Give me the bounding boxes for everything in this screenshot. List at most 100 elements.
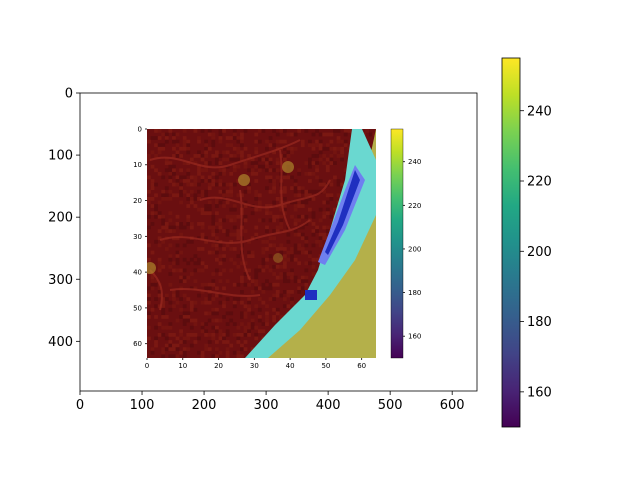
heatmap-cell [200,236,205,241]
heatmap-cell [232,168,237,173]
heatmap-cell [211,336,216,341]
heatmap-cell [265,164,269,169]
heatmap-cell [168,171,173,176]
heatmap-cell [243,200,248,205]
heatmap-cell [204,179,209,183]
heatmap-cell [154,315,158,319]
heatmap-cell [168,325,173,330]
heatmap-cell [186,315,191,319]
heatmap-cell [286,272,291,276]
heatmap-cell [240,193,244,198]
heatmap-cell [154,297,158,301]
heatmap-cell [200,157,205,162]
heatmap-cell [207,182,212,187]
heatmap-cell [304,243,309,248]
heatmap-cell [290,214,294,219]
heatmap-cell [315,189,319,194]
heatmap-cell [207,207,212,212]
heatmap-cell [272,150,277,155]
heatmap-cell [164,168,169,173]
heatmap-cell [161,325,166,330]
heatmap-cell [261,261,266,266]
heatmap-cell [193,154,198,158]
heatmap-cell [150,211,155,216]
heatmap-cell [297,129,302,133]
heatmap-cell [164,225,169,230]
heatmap-cell [207,347,212,352]
heatmap-cell [304,261,309,266]
heatmap-cell [290,268,294,273]
heatmap-cell [272,214,277,219]
heatmap-cell [247,329,251,334]
heatmap-cell [257,286,262,291]
heatmap-cell [236,146,241,151]
heatmap-cell [189,318,194,323]
inner-x-tick-label: 50 [321,362,330,370]
heatmap-cell [197,171,201,176]
outer-x-tick-label: 200 [192,398,217,413]
heatmap-cell [186,196,191,201]
inner-x-tick-label: 20 [214,362,223,370]
heatmap-cell [229,232,234,237]
heatmap-cell [207,340,212,344]
heatmap-cell [300,279,305,284]
heatmap-cell [315,143,319,148]
heatmap-cell [225,200,230,205]
heatmap-cell [154,343,158,348]
heatmap-cell [286,154,291,158]
heatmap-cell [222,315,226,319]
heatmap-cell [254,164,259,169]
heatmap-cell [214,250,219,255]
heatmap-cell [250,279,255,284]
heatmap-cell [243,229,248,233]
heatmap-cell [300,286,305,291]
heatmap-cell [265,146,269,151]
heatmap-cell [297,290,302,294]
heatmap-cell [214,200,219,205]
heatmap-cell [207,211,212,216]
heatmap-cell [293,186,298,191]
heatmap-cell [147,311,151,316]
heatmap-cell [304,268,309,273]
heatmap-cell [240,275,244,280]
heatmap-cell [225,354,230,358]
heatmap-cell [225,243,230,248]
heatmap-cell [182,161,187,165]
heatmap-cell [179,168,183,173]
heatmap-cell [168,196,173,201]
heatmap-cell [147,157,151,162]
heatmap-cell [297,232,302,237]
heatmap-cell [161,146,166,151]
heatmap-cell [218,171,223,176]
heatmap-cell [168,161,173,165]
heatmap-cell [179,232,183,237]
heatmap-cell [329,157,334,162]
heatmap-cell [333,207,337,212]
heatmap-cell [172,168,176,173]
heatmap-cell [329,214,334,219]
heatmap-cell [275,196,280,201]
heatmap-cell [340,182,344,187]
heatmap-cell [150,282,155,287]
heatmap-cell [236,150,241,155]
heatmap-cell [250,322,255,326]
heatmap-cell [172,293,176,298]
heatmap-cell [147,336,151,341]
heatmap-cell [222,168,226,173]
heatmap-cell [225,350,230,355]
heatmap-dark-block [305,290,317,300]
heatmap-cell [214,236,219,241]
heatmap-cell [275,229,280,233]
outer-x-tick-label: 300 [254,398,279,413]
inner-y-tick-label: 0 [138,125,142,133]
heatmap-cell [279,218,284,223]
heatmap-cell [186,146,191,151]
heatmap-cell [275,168,280,173]
heatmap-cell [282,247,287,251]
heatmap-cell [218,329,223,334]
heatmap-cell [172,139,176,144]
heatmap-cell [268,168,273,173]
heatmap-cell [204,204,209,208]
heatmap-cell [268,189,273,194]
heatmap-cell [222,182,226,187]
